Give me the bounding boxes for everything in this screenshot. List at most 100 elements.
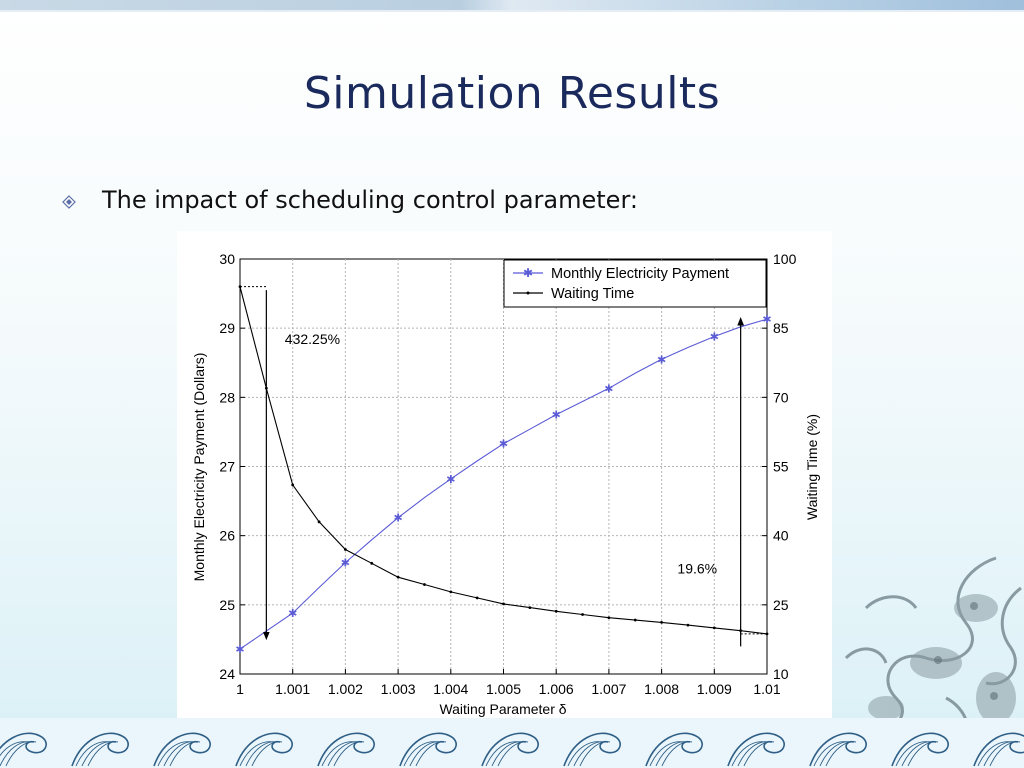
left-tick-label: 30	[219, 251, 235, 267]
left-axis-label: Monthly Electricity Payment (Dollars)	[191, 353, 207, 582]
wave-line	[87, 741, 119, 767]
series-group: ✱ ✱ ✱ ✱ ✱ ✱ ✱ ✱ ✱ ✱ ✱	[235, 285, 772, 656]
wave-line	[497, 741, 529, 767]
x-axis-label: Waiting Parameter δ	[439, 701, 566, 717]
data-point	[344, 548, 347, 551]
data-point	[396, 575, 400, 579]
data-point	[502, 602, 505, 606]
x-tick-label: 1.01	[753, 681, 780, 697]
bullet-text: The impact of scheduling control paramet…	[102, 186, 638, 214]
wave-curl	[973, 732, 1024, 767]
data-point	[475, 596, 479, 600]
data-point	[581, 613, 584, 616]
data-point: ✱	[604, 383, 613, 395]
data-point	[370, 561, 374, 565]
wave-curl	[153, 732, 211, 767]
data-point: ✱	[446, 474, 455, 486]
wave-curl	[235, 732, 293, 767]
data-point: ✱	[341, 558, 350, 570]
wave-curl	[563, 732, 621, 767]
wave-curl	[0, 732, 47, 754]
left-tick-label: 29	[219, 320, 235, 336]
wave-line	[415, 741, 447, 767]
legend-marker-waiting	[526, 291, 530, 295]
data-point: ✱	[552, 410, 561, 422]
series-waiting-time	[238, 285, 769, 636]
wave-line	[661, 741, 693, 767]
x-tick-label: 1.009	[697, 681, 732, 697]
data-point	[660, 620, 663, 624]
series-monthly-payment: ✱ ✱ ✱ ✱ ✱ ✱ ✱ ✱ ✱ ✱ ✱	[235, 314, 771, 656]
data-point: ✱	[657, 354, 666, 366]
top-accent-line	[0, 10, 1024, 12]
data-point: ✱	[762, 314, 771, 326]
legend-label-waiting: Waiting Time	[551, 286, 634, 302]
wave-curl	[809, 732, 867, 767]
diamond-bullet-icon	[62, 195, 76, 209]
legend-box	[503, 259, 767, 308]
series-line	[239, 318, 768, 650]
wave-line	[333, 741, 365, 767]
wave-line	[169, 741, 201, 767]
left-tick-label: 27	[219, 459, 235, 475]
data-point	[554, 609, 558, 613]
slide-title: Simulation Results	[303, 68, 721, 119]
data-point: ✱	[499, 439, 508, 451]
data-point: ✱	[710, 331, 719, 343]
legend-marker-payment: ✱	[523, 266, 533, 280]
x-tick-label: 1.001	[275, 681, 310, 697]
data-point	[317, 520, 321, 524]
wave-line	[251, 741, 283, 767]
data-point	[712, 626, 716, 630]
top-accent-bar	[0, 0, 1024, 10]
wave-line	[907, 741, 939, 767]
dragon-decoration-icon	[844, 556, 1022, 764]
wave-line	[5, 741, 37, 767]
wave-curl	[399, 732, 457, 767]
x-tick-label: 1.002	[328, 681, 363, 697]
wave-curl	[71, 732, 129, 767]
data-point	[291, 483, 295, 487]
data-point: ✱	[288, 608, 297, 620]
annotation-label: 19.6%	[677, 561, 717, 577]
right-tick-label: 10	[773, 666, 789, 682]
right-tick-label: 25	[773, 597, 789, 613]
annotations-group: 432.25% 19.6%	[240, 286, 767, 647]
x-tick-label: 1.007	[591, 681, 626, 697]
x-tick-label: 1.008	[644, 681, 679, 697]
wave-line	[825, 741, 857, 767]
legend: ✱ Monthly Electricity Payment Waiting Ti…	[503, 259, 767, 308]
right-tick-label: 40	[773, 528, 789, 544]
data-point: ✱	[393, 513, 402, 525]
wave-line	[579, 741, 611, 767]
data-point	[528, 606, 532, 609]
left-tick-label: 25	[219, 597, 235, 613]
x-tick-label: 1	[236, 681, 244, 697]
x-tick-label: 1.003	[381, 681, 416, 697]
wave-line	[989, 741, 1021, 767]
x-tick-label: 1.006	[539, 681, 574, 697]
data-point	[423, 583, 426, 586]
data-point	[633, 618, 637, 622]
wave-pattern-decoration	[0, 718, 1024, 768]
wave-curl	[645, 732, 703, 767]
axis-ticks: 1 1.001 1.002 1.003 1.004 1.005 1.006 1.007 1.00…	[219, 251, 796, 697]
right-tick-label: 100	[773, 251, 797, 267]
data-point	[686, 623, 690, 627]
legend-label-payment: Monthly Electricity Payment	[551, 266, 729, 282]
right-axis-label: Waiting Time (%)	[804, 414, 820, 520]
wave-curl	[317, 732, 375, 767]
chart-panel: 1 1.001 1.002 1.003 1.004 1.005 1.006 1.007 1.00…	[177, 231, 832, 721]
data-point	[607, 616, 611, 620]
data-point	[449, 590, 453, 594]
right-tick-label: 70	[773, 389, 789, 405]
wave-curl	[891, 732, 949, 767]
left-tick-label: 24	[219, 666, 235, 682]
data-point: ✱	[235, 644, 244, 656]
left-tick-label: 26	[219, 528, 235, 544]
data-point	[765, 632, 769, 636]
annotation-label: 432.25%	[285, 331, 340, 347]
right-tick-label: 55	[773, 459, 789, 475]
right-tick-label: 85	[773, 320, 789, 336]
left-tick-label: 28	[219, 389, 235, 405]
